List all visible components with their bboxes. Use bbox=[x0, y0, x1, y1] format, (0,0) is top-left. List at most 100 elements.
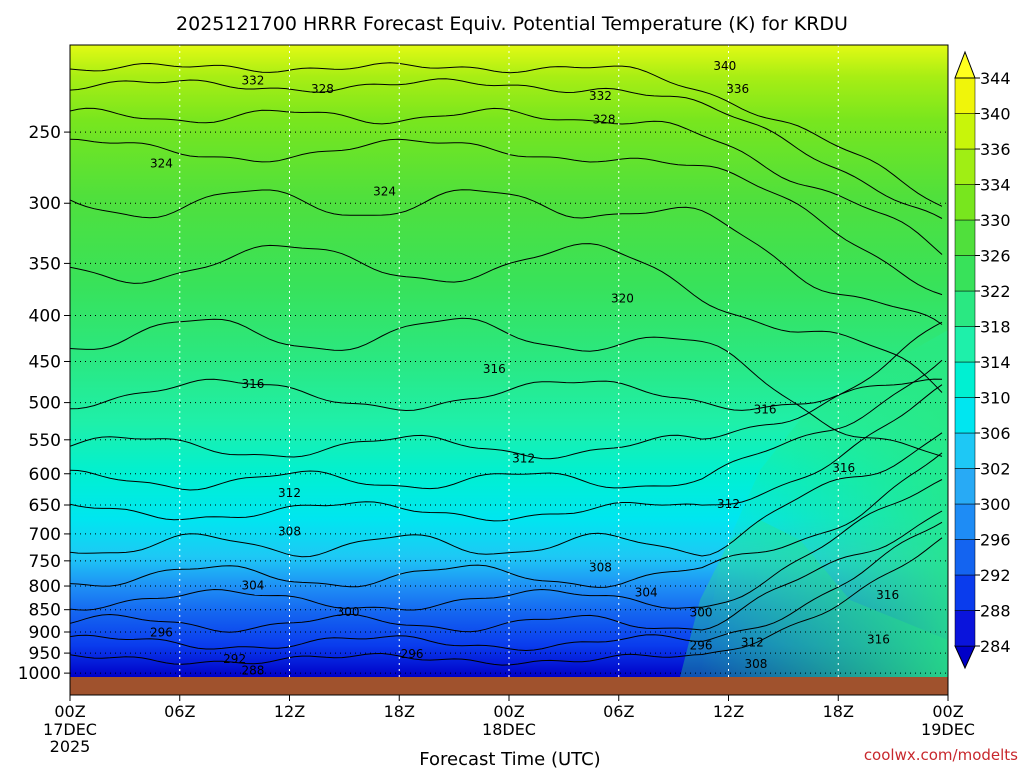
contour-label: 320 bbox=[611, 292, 634, 306]
y-tick-label: 400 bbox=[29, 307, 61, 327]
colorbar-label: 344 bbox=[980, 69, 1011, 88]
y-tick-label: 550 bbox=[29, 431, 61, 451]
x-tick-sublabel: 2025 bbox=[50, 737, 91, 756]
chart-title: 2025121700 HRRR Forecast Equiv. Potentia… bbox=[176, 13, 848, 35]
contour-line bbox=[70, 321, 943, 460]
y-tick-label: 700 bbox=[29, 525, 61, 545]
y-tick-label: 750 bbox=[29, 552, 61, 572]
x-tick-label: 00Z bbox=[54, 702, 85, 721]
contour-label: 336 bbox=[726, 82, 749, 96]
colorbar-segment bbox=[954, 219, 976, 256]
x-tick-label: 12Z bbox=[274, 702, 305, 721]
colorbar-segment bbox=[954, 77, 976, 114]
colorbar-segment bbox=[954, 468, 976, 505]
contour-line bbox=[70, 510, 943, 633]
x-tick-label: 06Z bbox=[603, 702, 634, 721]
contour-line bbox=[70, 243, 943, 393]
contour-label: 304 bbox=[635, 585, 658, 599]
colorbar: 284 288 292 296 300 302 306 310 314 318 322 326 330 3… bbox=[954, 50, 1011, 670]
y-tick-label: 300 bbox=[29, 194, 61, 214]
y-tick-label: 650 bbox=[29, 496, 61, 516]
contour-labels: 340 332 328 336 332 328 324 324 320 316 316 316 312 3… bbox=[150, 59, 899, 677]
contour-label: 292 bbox=[223, 652, 246, 666]
x-tick-label: 12Z bbox=[713, 702, 744, 721]
colorbar-segment bbox=[954, 610, 976, 647]
contour-line bbox=[70, 537, 943, 666]
contour-label: 296 bbox=[401, 647, 424, 661]
colorbar-label: 296 bbox=[980, 531, 1011, 550]
contour-label: 328 bbox=[311, 82, 334, 96]
contour-line bbox=[70, 138, 943, 296]
colorbar-segment bbox=[954, 184, 976, 221]
contour-line bbox=[70, 452, 943, 588]
colorbar-label: 334 bbox=[980, 176, 1011, 195]
dry-slot-right bbox=[680, 520, 948, 677]
contour-line bbox=[70, 521, 943, 652]
contour-label: 328 bbox=[593, 112, 616, 126]
contour-line bbox=[70, 62, 943, 207]
colorbar-segment bbox=[954, 361, 976, 398]
colorbar-label: 288 bbox=[980, 602, 1011, 621]
contour-label: 296 bbox=[690, 639, 713, 653]
y-tick-label: 450 bbox=[29, 352, 61, 372]
contour-line bbox=[70, 432, 943, 558]
contour-label: 324 bbox=[373, 184, 396, 198]
contour-label: 300 bbox=[337, 605, 360, 619]
contour-line bbox=[70, 378, 943, 412]
contour-label: 316 bbox=[754, 403, 777, 417]
colorbar-label: 326 bbox=[980, 247, 1011, 266]
colorbar-segment bbox=[954, 503, 976, 540]
colorbar-label: 306 bbox=[980, 424, 1011, 443]
ground-surface bbox=[70, 677, 948, 695]
x-tick-sublabel: 17DEC bbox=[43, 720, 97, 739]
y-tick-label: 950 bbox=[29, 644, 61, 664]
plot-area: 340 332 328 336 332 328 324 324 320 316 316 316 312 3… bbox=[70, 45, 948, 677]
colorbar-label: 284 bbox=[980, 637, 1011, 656]
contour-label: 296 bbox=[150, 625, 173, 639]
colorbar-label: 300 bbox=[980, 495, 1011, 514]
contour-line bbox=[70, 384, 943, 522]
x-tick-label: 00Z bbox=[932, 702, 963, 721]
colorbar-segment bbox=[954, 432, 976, 469]
contour-label: 312 bbox=[717, 497, 740, 511]
contour-line bbox=[70, 189, 943, 325]
contour-label: 288 bbox=[241, 663, 264, 677]
x-tick-label: 06Z bbox=[164, 702, 195, 721]
contour-label: 340 bbox=[713, 59, 736, 73]
contour-label: 316 bbox=[483, 362, 506, 376]
contour-label: 332 bbox=[589, 89, 612, 103]
colorbar-segment bbox=[954, 113, 976, 150]
contour-label: 300 bbox=[690, 605, 713, 619]
contour-label: 312 bbox=[278, 486, 301, 500]
contour-label: 308 bbox=[589, 561, 612, 575]
x-tick-label: 00Z bbox=[493, 702, 524, 721]
colorbar-label: 340 bbox=[980, 105, 1011, 124]
contour-label: 308 bbox=[278, 525, 301, 539]
colorbar-label: 318 bbox=[980, 318, 1011, 337]
colorbar-label: 302 bbox=[980, 460, 1011, 479]
colorbar-label: 314 bbox=[980, 353, 1011, 372]
colorbar-low-arrow bbox=[954, 645, 976, 670]
x-tick-label: 18Z bbox=[823, 702, 854, 721]
warm-sector-right bbox=[700, 330, 948, 677]
colorbar-segment bbox=[954, 148, 976, 185]
colorbar-segment bbox=[954, 290, 976, 327]
colorbar-label: 292 bbox=[980, 566, 1011, 585]
y-tick-label: 600 bbox=[29, 465, 61, 485]
colorbar-label: 330 bbox=[980, 211, 1011, 230]
contour-label: 324 bbox=[150, 157, 173, 171]
contour-lines bbox=[70, 62, 943, 666]
contour-label: 316 bbox=[867, 633, 890, 647]
colorbar-segment bbox=[954, 255, 976, 292]
credit-text: coolwx.com/modelts bbox=[864, 746, 1018, 764]
colorbar-high-arrow bbox=[954, 50, 976, 79]
y-tick-label: 500 bbox=[29, 394, 61, 414]
colorbar-segment bbox=[954, 326, 976, 363]
colorbar-segment bbox=[954, 574, 976, 611]
x-axis-label: Forecast Time (UTC) bbox=[419, 749, 600, 768]
contour-label: 332 bbox=[241, 73, 264, 87]
y-tick-label: 350 bbox=[29, 254, 61, 274]
x-tick-sublabel: 18DEC bbox=[482, 720, 536, 739]
